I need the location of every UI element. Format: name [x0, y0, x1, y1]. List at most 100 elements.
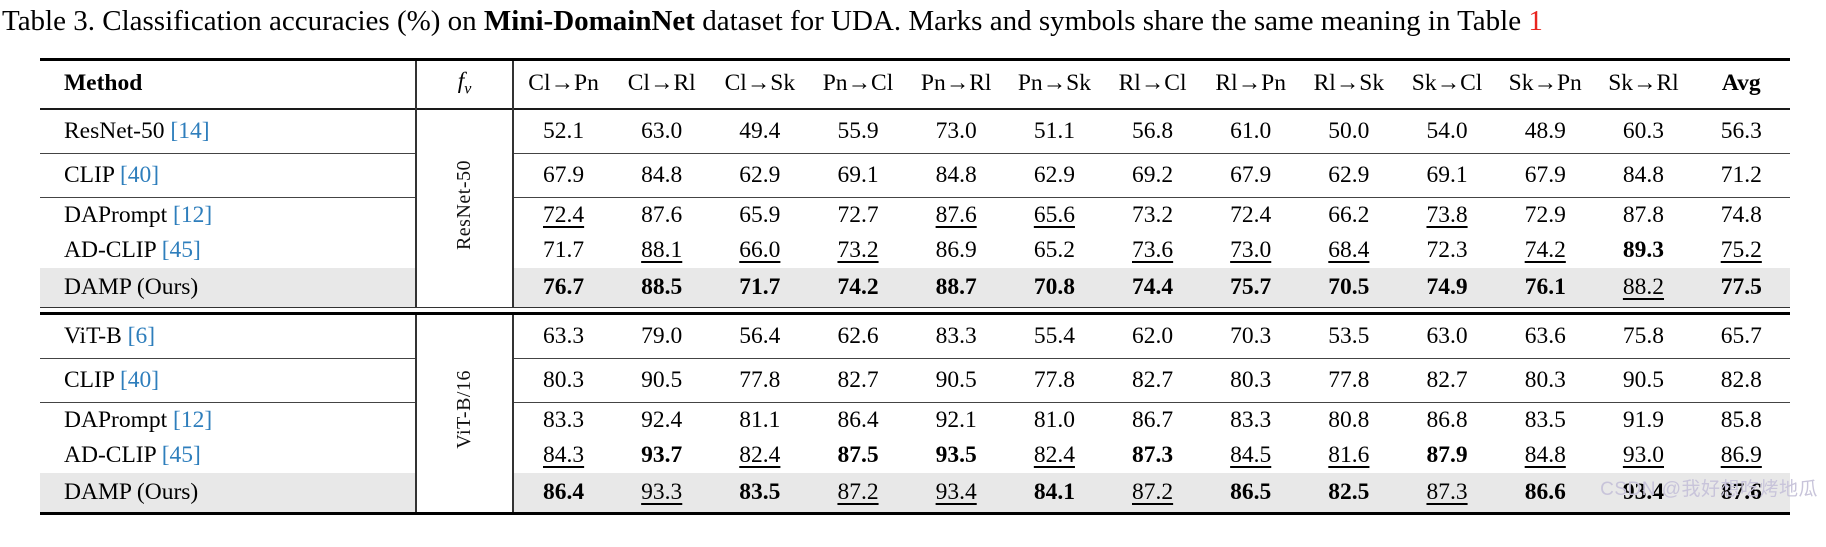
citation-ref[interactable]: [45]: [155, 236, 201, 263]
value-cell: 65.9: [739, 201, 781, 228]
value-cell: 82.4: [739, 441, 781, 468]
value-cell: 80.8: [1328, 406, 1370, 433]
col-header: Rl→Sk: [1313, 69, 1385, 96]
value-cell: 90.5: [935, 366, 977, 393]
value-cell: 67.9: [1524, 161, 1566, 188]
table-row: DAPrompt [12] 83.3 92.4 81.1 86.4 92.1 81.0 86.…: [40, 402, 1790, 438]
value-cell: 86.5: [1201, 472, 1300, 514]
value-cell: 51.1: [1033, 117, 1075, 144]
backbone-rotated-text: ResNet-50: [453, 159, 476, 250]
col-header: Pn→Sk: [1017, 69, 1091, 96]
value-cell: 93.4: [907, 472, 1006, 514]
value-cell: 87.3: [1397, 472, 1497, 514]
value-cell: 53.5: [1328, 322, 1370, 349]
value-cell: 88.2: [1594, 267, 1693, 308]
backbone-label: ViT-B/16: [415, 313, 515, 514]
caption-table-link[interactable]: 1: [1528, 5, 1543, 37]
value-cell: 69.1: [837, 161, 879, 188]
citation-ref[interactable]: [45]: [155, 441, 201, 468]
table-row: AD-CLIP [45] 71.7 88.1 66.0 73.2 86.9 65.2 73.6…: [40, 232, 1790, 268]
value-cell: 67.9: [543, 161, 585, 188]
citation-ref[interactable]: [40]: [114, 161, 160, 188]
citation-ref[interactable]: [6]: [121, 322, 156, 349]
results-table: Method fv Cl→Pn Cl→Rl Cl→Sk Pn→Cl Pn→Rl Pn→Sk…: [40, 58, 1790, 515]
table-row: ResNet-50 [14] ResNet-50 52.1 63.0 49.4 55.9 7…: [40, 108, 1790, 308]
value-cell: 75.8: [1622, 322, 1665, 349]
value-cell: 69.1: [1426, 161, 1468, 188]
fv-subscript: v: [464, 80, 472, 98]
method-cell: DAMP (Ours): [40, 267, 417, 308]
citation-ref[interactable]: [12]: [167, 201, 213, 228]
header-row: Method fv Cl→Pn Cl→Rl Cl→Sk Pn→Cl Pn→Rl Pn→Sk…: [40, 59, 1790, 109]
col-header: Avg: [1721, 69, 1761, 96]
value-cell: 72.4: [1230, 201, 1272, 228]
method-cell: ViT-B [6]: [40, 313, 417, 359]
value-cell: 73.0: [1230, 236, 1272, 263]
value-cell: 56.3: [1720, 117, 1762, 144]
value-cell: 52.1: [543, 117, 585, 144]
col-header: Sk→Cl: [1411, 69, 1483, 96]
value-cell: 74.2: [808, 267, 908, 308]
value-cell: 55.4: [1033, 322, 1075, 349]
method-name: ResNet-50: [64, 117, 165, 144]
value-cell: 71.2: [1720, 161, 1762, 188]
value-cell: 60.3: [1622, 117, 1665, 144]
value-cell: 90.5: [1622, 366, 1665, 393]
citation-ref[interactable]: [12]: [167, 406, 213, 433]
col-header: Cl→Sk: [724, 69, 796, 96]
value-cell: 88.5: [612, 267, 711, 308]
col-header: Rl→Pn: [1215, 69, 1286, 96]
value-cell: 86.4: [837, 406, 879, 433]
value-cell: 62.9: [739, 161, 781, 188]
value-cell: 82.5: [1299, 472, 1398, 514]
value-cell: 73.2: [837, 236, 879, 263]
value-cell: 66.2: [1328, 201, 1370, 228]
col-header: Cl→Pn: [528, 69, 599, 96]
value-cell: 56.4: [739, 322, 781, 349]
method-cell: DAPrompt [12]: [40, 197, 417, 233]
value-cell: 77.8: [1033, 366, 1075, 393]
value-cell: 74.2: [1524, 236, 1566, 263]
value-cell: 73.6: [1132, 236, 1174, 263]
col-header: Sk→Rl: [1608, 69, 1679, 96]
value-cell: 86.8: [1426, 406, 1468, 433]
citation-ref[interactable]: [14]: [164, 117, 210, 144]
value-cell: 63.6: [1524, 322, 1566, 349]
value-cell: 86.6: [1496, 472, 1595, 514]
value-cell: 72.7: [837, 201, 879, 228]
method-cell: AD-CLIP [45]: [40, 437, 417, 473]
value-cell: 87.5: [837, 441, 879, 468]
value-cell: 74.4: [1103, 267, 1202, 308]
method-name: CLIP: [64, 366, 115, 393]
value-cell: 87.6: [935, 201, 977, 228]
citation-ref[interactable]: [40]: [114, 366, 160, 393]
col-header: Sk→Pn: [1508, 69, 1582, 96]
value-cell: 83.3: [1230, 406, 1272, 433]
value-cell: 56.8: [1132, 117, 1174, 144]
method-name: AD-CLIP: [64, 236, 156, 263]
table-row: AD-CLIP [45] 84.3 93.7 82.4 87.5 93.5 82.4 87.3…: [40, 437, 1790, 473]
value-cell: 93.0: [1622, 441, 1665, 468]
value-cell: 93.5: [935, 441, 977, 468]
caption-prefix: Table 3. Classification accuracies (%) o…: [2, 5, 484, 37]
value-cell: 74.9: [1397, 267, 1497, 308]
value-cell: 62.0: [1132, 322, 1174, 349]
method-name: DAMP (Ours): [64, 273, 199, 300]
value-cell: 76.7: [513, 267, 613, 308]
value-cell: 88.1: [641, 236, 683, 263]
table-row: CLIP [40] 80.3 90.5 77.8 82.7 90.5 77.8 82.7 80.…: [40, 358, 1790, 403]
col-header-fv: fv: [415, 59, 515, 109]
method-name: DAMP (Ours): [64, 478, 199, 505]
value-cell: 76.1: [1496, 267, 1595, 308]
value-cell: 73.2: [1132, 201, 1174, 228]
value-cell: 77.5: [1692, 267, 1790, 308]
value-cell: 93.4: [1594, 472, 1693, 514]
method-cell: DAPrompt [12]: [40, 402, 417, 438]
value-cell: 91.9: [1622, 406, 1665, 433]
value-cell: 62.9: [1033, 161, 1075, 188]
value-cell: 84.8: [641, 161, 683, 188]
table-row: DAMP (Ours) 76.7 88.5 71.7 74.2 88.7 70.8 74.4 7…: [40, 267, 1790, 308]
value-cell: 92.1: [935, 406, 977, 433]
value-cell: 84.8: [1622, 161, 1665, 188]
value-cell: 79.0: [641, 322, 683, 349]
